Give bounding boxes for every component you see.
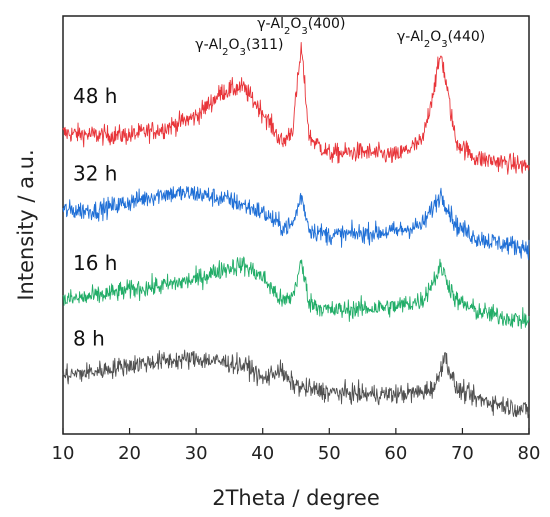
x-tick-label: 20 (118, 443, 141, 464)
series-line-32-h (62, 185, 530, 261)
x-tick-label: 10 (52, 443, 75, 464)
y-axis-title: Intensity / a.u. (14, 149, 38, 300)
series-label-16-h: 16 h (73, 251, 117, 275)
series-label-32-h: 32 h (73, 161, 117, 185)
x-axis-title: 2Theta / degree (212, 486, 380, 510)
x-tick-label: 80 (518, 443, 541, 464)
peak-annotation: γ-Al2O3(311) (195, 37, 283, 58)
x-tick-label: 30 (185, 443, 208, 464)
series-line-16-h (62, 256, 530, 330)
peak-annotation: γ-Al2O3(400) (257, 16, 345, 37)
series-line-48-h (62, 42, 530, 175)
series-labels-group: 48 h 32 h 16 h 8 h (73, 84, 117, 350)
series-label-8-h: 8 h (73, 326, 105, 350)
series-line-8-h (62, 349, 530, 419)
series-label-48-h: 48 h (73, 84, 117, 108)
curves-group (62, 42, 530, 419)
x-tick-label: 60 (384, 443, 407, 464)
x-ticks-group: 10 20 30 40 50 60 70 80 (52, 428, 541, 464)
annotations-group: γ-Al2O3(311)γ-Al2O3(400) γ-Al2O3(440) (195, 16, 485, 58)
peak-annotation: γ-Al2O3(440) (397, 29, 485, 50)
x-tick-label: 50 (318, 443, 341, 464)
plot-frame (62, 15, 530, 435)
x-tick-label: 70 (451, 443, 474, 464)
x-tick-label: 40 (251, 443, 274, 464)
